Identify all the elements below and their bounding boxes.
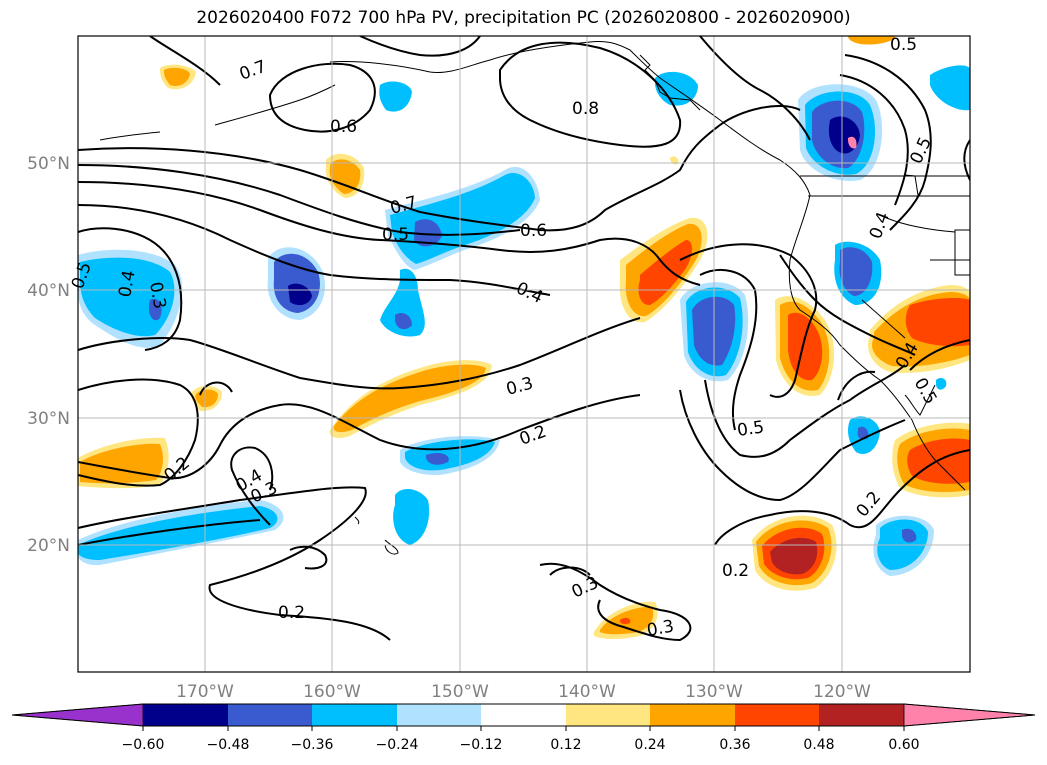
longitude-labels: 170°W 160°W 150°W 140°W 130°W 120°W — [176, 682, 871, 702]
contour-label: 0.6 — [330, 117, 357, 137]
lon-label: 120°W — [813, 682, 871, 702]
lon-label: 130°W — [685, 682, 743, 702]
contour-label: 0.2 — [853, 488, 886, 522]
colorbar-seg-7 — [650, 704, 735, 726]
colorbar-tick-label: −0.48 — [207, 737, 250, 753]
contour-label: 0.5 — [736, 417, 766, 441]
colorbar-seg-2 — [228, 704, 312, 726]
contour-label: 0.6 — [520, 221, 547, 241]
map-frame — [77, 35, 971, 673]
lat-label: 40°N — [27, 281, 70, 301]
contour-label: 0.4 — [115, 269, 139, 299]
contour-label: 0.8 — [572, 99, 599, 119]
contour-label: 0.3 — [645, 617, 675, 641]
colorbar-tick-label: 0.48 — [803, 737, 834, 753]
contour-label: 0.3 — [569, 573, 602, 603]
lon-label: 140°W — [558, 682, 616, 702]
chart-title: 2026020400 F072 700 hPa PV, precipitatio… — [196, 8, 851, 28]
colorbar-seg-4 — [397, 704, 481, 726]
lon-label: 160°W — [303, 682, 361, 702]
contour-label: 0.4 — [866, 209, 894, 241]
coastlines — [99, 41, 970, 555]
contour-label: 0.5 — [910, 375, 941, 408]
contour-label: 0.5 — [890, 35, 917, 55]
contour-label: 0.3 — [504, 374, 535, 400]
latitude-labels: 50°N 40°N 30°N 20°N — [27, 154, 70, 556]
graticule — [78, 36, 970, 672]
colorbar-tick-label: 0.36 — [719, 737, 750, 753]
pv-contours — [78, 36, 970, 642]
colorbar-tick-label: 0.60 — [888, 737, 919, 753]
colorbar-tick-label: −0.36 — [291, 737, 334, 753]
contour-label: 0.3 — [145, 280, 169, 310]
colorbar-seg-0 — [11, 703, 144, 727]
colorbar: −0.60 −0.48 −0.36 −0.24 −0.12 0.12 0.24 … — [11, 703, 1036, 753]
lon-label: 170°W — [176, 682, 234, 702]
colorbar-seg-1 — [143, 704, 228, 726]
colorbar-seg-10 — [903, 703, 1036, 727]
contour-label: 0.4 — [513, 278, 546, 308]
colorbar-tick-label: −0.60 — [122, 737, 165, 753]
colorbar-seg-6 — [566, 704, 650, 726]
precip-shading — [78, 36, 970, 639]
colorbar-tick-label: 0.12 — [550, 737, 581, 753]
lat-label: 50°N — [27, 154, 70, 174]
colorbar-tick-label: −0.24 — [376, 737, 419, 753]
colorbar-seg-8 — [735, 704, 819, 726]
contour-label: 0.2 — [517, 422, 549, 450]
colorbar-tick-label: −0.12 — [460, 737, 503, 753]
colorbar-seg-5 — [481, 704, 566, 726]
contour-label: 0.5 — [382, 225, 409, 245]
precip-negative-regions — [78, 65, 970, 576]
lat-label: 20°N — [27, 536, 70, 556]
colorbar-tick-label: 0.24 — [634, 737, 665, 753]
contour-label: 0.2 — [722, 561, 749, 581]
lat-label: 30°N — [27, 409, 70, 429]
colorbar-seg-9 — [819, 704, 904, 726]
colorbar-seg-3 — [312, 704, 397, 726]
lon-label: 150°W — [431, 682, 489, 702]
contour-label: 0.2 — [278, 603, 305, 623]
contour-label: 0.7 — [237, 57, 269, 85]
